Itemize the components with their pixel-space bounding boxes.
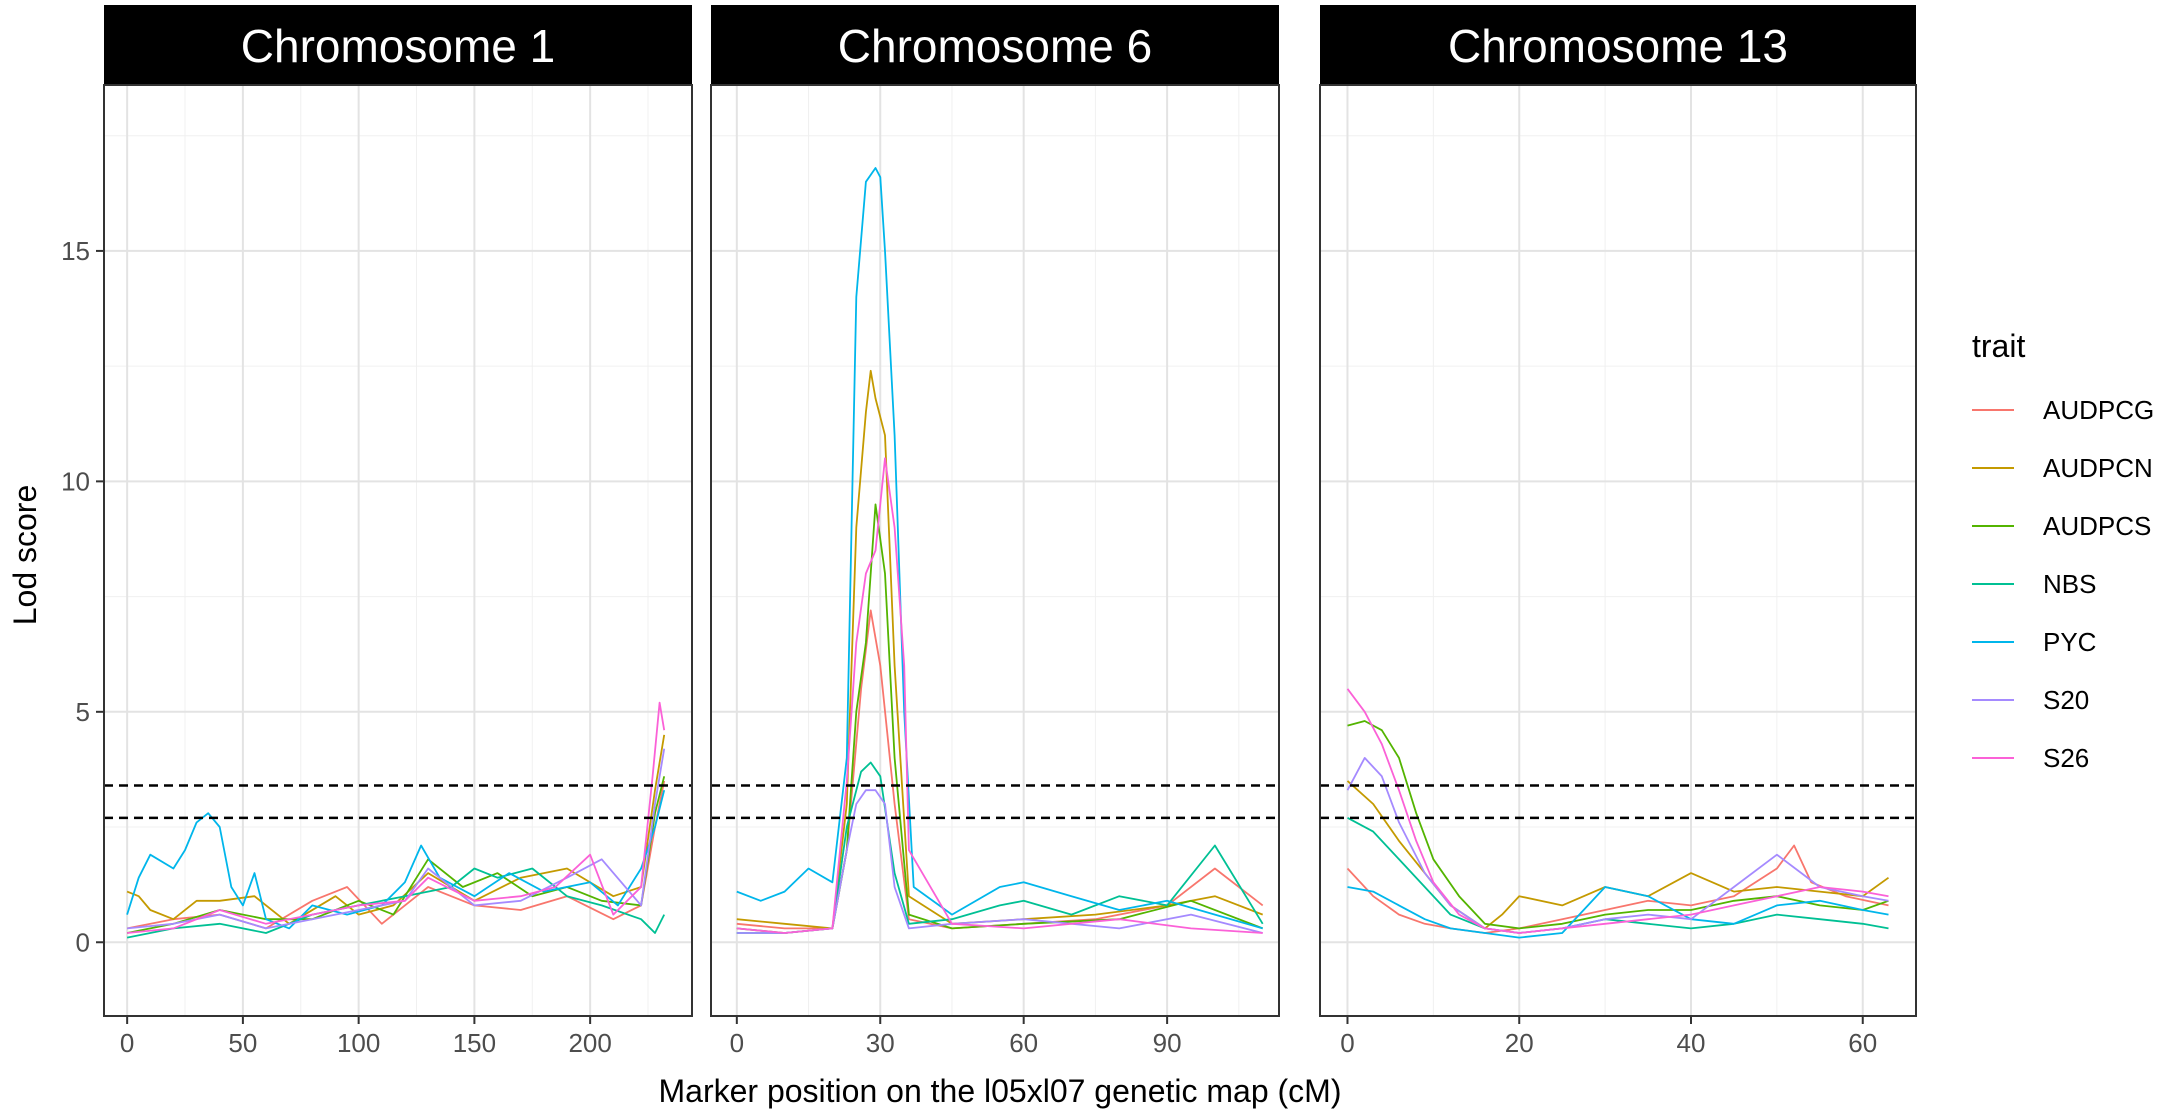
x-tick-label: 0: [120, 1028, 134, 1058]
panel-background: [711, 85, 1279, 1016]
legend-label: NBS: [2043, 569, 2096, 599]
series-line-pyc: [736, 167, 1263, 930]
x-tick-label: 100: [337, 1028, 380, 1058]
legend-label: AUDPCS: [2043, 511, 2151, 541]
x-tick-label: 40: [1677, 1028, 1706, 1058]
legend-label: AUDPCN: [2043, 453, 2153, 483]
x-tick-label: 90: [1153, 1028, 1182, 1058]
y-tick-label: 10: [61, 466, 90, 496]
panel-border: [103, 84, 693, 1017]
legend-entry-s20: S20: [1972, 685, 2089, 715]
legend-label: AUDPCG: [2043, 395, 2154, 425]
x-tick-label: 150: [453, 1028, 496, 1058]
series-line-s20: [736, 789, 1263, 934]
legend-entry-audpcg: AUDPCG: [1972, 395, 2154, 425]
series-line-pyc: [1347, 886, 1889, 939]
series-line-audpcn: [126, 734, 666, 925]
panel-border: [1319, 84, 1917, 1017]
series-line-nbs: [126, 867, 666, 939]
x-tick-label: 20: [1505, 1028, 1534, 1058]
facet-panels: Chromosome 10 50 100 150 200051015Chromosome…: [61, 5, 1917, 1058]
legend-entry-audpcs: AUDPCS: [1972, 511, 2151, 541]
series-line-s20: [127, 748, 666, 930]
legend-entry-s26: S26: [1972, 743, 2089, 773]
series-line-s26: [127, 701, 666, 934]
series-lines: [736, 167, 1264, 934]
panel-background: [104, 85, 692, 1016]
y-tick-label: 0: [76, 927, 90, 957]
x-tick-label: 30: [866, 1028, 895, 1058]
x-tick-label: 0: [730, 1028, 744, 1058]
legend: trait AUDPCG AUDPCN AUDPCS NBS PYC S20 S26: [1972, 328, 2154, 773]
series-line-pyc: [126, 789, 666, 930]
facet-title: Chromosome 13: [1448, 20, 1788, 72]
facet-strip: [711, 5, 1279, 85]
facet-chromosome-1: Chromosome 1 0 50 100 150 200 0 5 10 15: [61, 5, 693, 1058]
series-lines: [1346, 688, 1890, 939]
series-line-audpcg: [1346, 844, 1889, 934]
y-tick-label: 15: [61, 236, 90, 266]
series-line-nbs: [736, 761, 1264, 934]
legend-title: trait: [1972, 328, 2025, 364]
x-tick-label: 50: [228, 1028, 257, 1058]
legend-entry-pyc: PYC: [1972, 627, 2096, 657]
series-line-audpcn: [1346, 780, 1890, 930]
facet-chromosome-13: Chromosome 13 0 20 40 60: [1319, 5, 1917, 1058]
legend-entry-nbs: NBS: [1972, 569, 2096, 599]
series-line-audpcs: [126, 776, 666, 934]
y-axis-title: Lod score: [7, 485, 43, 626]
facet-strip: [1320, 5, 1916, 85]
panel-border: [710, 84, 1280, 1017]
legend-label: S26: [2043, 743, 2089, 773]
legend-label: S20: [2043, 685, 2089, 715]
legend-label: PYC: [2043, 627, 2096, 657]
panel-background: [1320, 85, 1916, 1016]
series-line-audpcs: [1347, 720, 1889, 930]
facet-strip: [104, 5, 692, 85]
facet-title: Chromosome 6: [838, 20, 1152, 72]
x-tick-label: 0: [1340, 1028, 1354, 1058]
facet-title: Chromosome 1: [241, 20, 555, 72]
series-lines: [126, 701, 666, 939]
x-tick-label: 60: [1848, 1028, 1877, 1058]
x-tick-label: 60: [1009, 1028, 1038, 1058]
x-axis-title: Marker position on the l05xl07 genetic m…: [659, 1073, 1342, 1109]
series-line-audpcn: [736, 369, 1264, 930]
x-tick-label: 200: [568, 1028, 611, 1058]
series-line-s26: [736, 457, 1263, 934]
legend-entry-audpcn: AUDPCN: [1972, 453, 2153, 483]
facet-chromosome-6: Chromosome 6 0 30 60 90: [710, 5, 1280, 1058]
series-line-s26: [1346, 688, 1889, 934]
y-tick-label: 5: [76, 697, 90, 727]
